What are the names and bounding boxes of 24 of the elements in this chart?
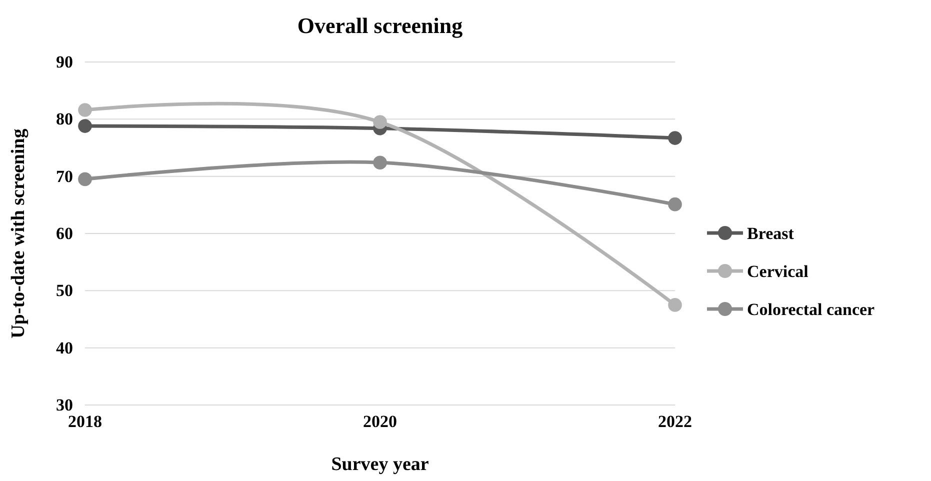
point <box>373 115 387 129</box>
y-tick-label: 80 <box>56 110 73 129</box>
x-axis-title: Survey year <box>331 454 430 475</box>
x-tick-label: 2020 <box>363 412 397 432</box>
point <box>78 119 92 133</box>
x-tick-label: 2022 <box>658 412 692 432</box>
point <box>78 172 92 186</box>
x-tick-label: 2018 <box>68 412 102 432</box>
y-tick-label: 70 <box>56 166 73 186</box>
y-tick-label: 30 <box>56 395 73 414</box>
point <box>668 197 682 212</box>
point <box>78 103 92 117</box>
y-tick-label: 60 <box>56 224 73 243</box>
point <box>668 298 682 312</box>
chart-title: Overall screening <box>297 13 463 38</box>
legend-label: Cervical <box>747 262 809 281</box>
legend-label: Colorectal cancer <box>747 300 876 319</box>
point <box>668 131 682 145</box>
y-tick-label: 40 <box>56 338 73 358</box>
y-axis-title: Up-to-date with screening <box>8 128 29 338</box>
legend-label: Breast <box>747 224 794 243</box>
y-tick-label: 50 <box>56 281 73 300</box>
y-tick-label: 90 <box>56 52 73 72</box>
point <box>373 156 387 170</box>
